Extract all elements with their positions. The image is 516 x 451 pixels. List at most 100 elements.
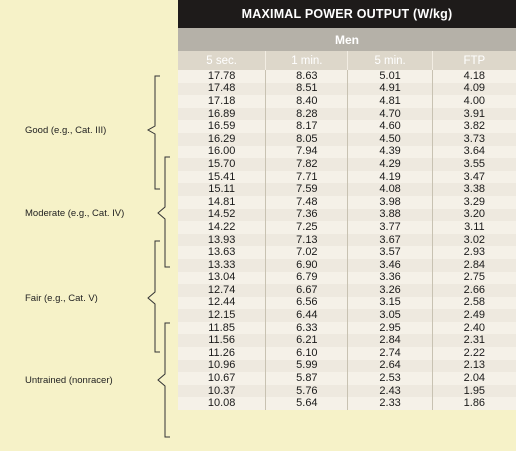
table-cell: 17.48	[178, 82, 267, 96]
table-row: 14.81 7.48 3.98 3.29	[178, 195, 516, 209]
table-row: 17.78 8.63 5.01 4.18	[178, 70, 516, 83]
table-cell: 17.78	[178, 70, 267, 83]
table-cell: 4.39	[348, 145, 433, 159]
table-cell: 5.87	[266, 372, 349, 385]
table-cell: 15.41	[178, 170, 267, 184]
table-cell: 12.74	[178, 284, 267, 297]
table-cell: 6.56	[266, 296, 349, 310]
table-cell: 3.98	[348, 195, 433, 209]
table-cell: 12.44	[178, 296, 267, 310]
table-cell: 3.47	[463, 170, 486, 183]
table-cell: 13.04	[178, 271, 267, 285]
table-cell: 4.00	[463, 94, 486, 107]
table-row: 16.89 8.28 4.70 3.91	[178, 107, 516, 121]
group-header: Men	[178, 28, 516, 51]
table-cell: 4.08	[348, 183, 433, 196]
table-cell: 10.37	[178, 384, 267, 398]
table-row: 16.59 8.17 4.60 3.82	[178, 120, 516, 133]
table-cell: 3.82	[463, 120, 486, 133]
table-cell: 2.58	[463, 296, 486, 309]
table-row: 15.70 7.82 4.29 3.55	[178, 158, 516, 171]
table-cell: 2.04	[463, 372, 486, 385]
table-cell: 4.09	[463, 82, 486, 95]
table-cell: 4.50	[348, 132, 433, 146]
table-row: 12.15 6.44 3.05 2.49	[178, 309, 516, 322]
table-cell: 8.28	[266, 107, 349, 121]
table-cell: 14.22	[178, 221, 267, 234]
table-cell: 2.13	[463, 359, 486, 372]
table-cell: 2.22	[463, 346, 486, 359]
table-row: 10.67 5.87 2.53 2.04	[178, 372, 516, 385]
column-header: 5 min.	[348, 51, 433, 70]
table-row: 15.11 7.59 4.08 3.38	[178, 183, 516, 196]
table-cell: 4.18	[463, 69, 486, 82]
table-cell: 8.40	[266, 95, 349, 108]
table-row: 10.37 5.76 2.43 1.95	[178, 384, 516, 398]
table-row: 16.29 8.05 4.50 3.73	[178, 132, 516, 146]
table-row: 14.52 7.36 3.88 3.20	[178, 208, 516, 222]
table-cell: 2.66	[463, 283, 486, 296]
table-cell: 3.26	[348, 284, 433, 297]
table-cell: 3.73	[463, 132, 486, 145]
table-cell: 2.53	[348, 372, 433, 385]
column-header: 1 min.	[266, 51, 349, 70]
table-cell: 17.18	[178, 95, 267, 108]
table-cell: 14.81	[178, 195, 267, 209]
table-cell: 6.33	[266, 321, 349, 335]
table-cell: 3.55	[463, 157, 486, 170]
table-row: 10.96 5.99 2.64 2.13	[178, 359, 516, 373]
table-cell: 7.59	[266, 183, 349, 196]
table-cell: 2.64	[348, 359, 433, 373]
table-cell: 2.40	[463, 321, 486, 334]
table-row: 14.22 7.25 3.77 3.11	[178, 221, 516, 234]
bracket-untrained	[157, 322, 170, 438]
table-cell: 11.26	[178, 347, 267, 360]
table-cell: 12.15	[178, 309, 267, 322]
table-cell: 5.01	[348, 70, 433, 83]
table-cell: 2.95	[348, 321, 433, 335]
table-cell: 4.70	[348, 107, 433, 121]
table-row: 12.74 6.67 3.26 2.66	[178, 284, 516, 297]
table-cell: 7.02	[266, 246, 349, 259]
table-row: 11.85 6.33 2.95 2.40	[178, 321, 516, 335]
category-label-moderate: Moderate (e.g., Cat. IV)	[25, 208, 125, 219]
table-cell: 3.11	[464, 220, 485, 233]
table-cell: 13.63	[178, 246, 267, 259]
table-row: 13.63 7.02 3.57 2.93	[178, 246, 516, 259]
table-cell: 3.02	[463, 233, 486, 246]
table-cell: 4.19	[348, 170, 433, 184]
bracket-good	[146, 75, 160, 190]
table-cell: 8.17	[266, 120, 349, 133]
table-cell: 2.84	[463, 258, 486, 271]
table-cell: 13.33	[178, 258, 267, 272]
table-row: 13.04 6.79 3.36 2.75	[178, 271, 516, 285]
table-cell: 7.25	[266, 221, 349, 234]
table-cell: 4.81	[348, 95, 433, 108]
table-cell: 2.93	[463, 246, 486, 259]
column-header: FTP	[463, 54, 486, 67]
bracket-moderate	[157, 156, 170, 268]
table-cell: 2.43	[348, 384, 433, 398]
table-cell: 2.33	[348, 397, 433, 411]
table-row: 11.56 6.21 2.84 2.31	[178, 334, 516, 348]
table-cell: 3.64	[463, 145, 486, 158]
table-cell: 6.67	[266, 284, 349, 297]
table-row: 13.93 7.13 3.67 3.02	[178, 233, 516, 247]
table-cell: 5.99	[266, 359, 349, 373]
table-cell: 1.95	[463, 384, 486, 397]
table-cell: 3.46	[348, 258, 433, 272]
table-cell: 1.86	[463, 397, 486, 410]
table-cell: 10.96	[178, 359, 267, 373]
bracket-fair	[147, 240, 160, 353]
table-body: 17.78 8.63 5.01 4.18 17.48 8.51 4.91 4.09 17.18 8…	[178, 70, 516, 411]
table-cell: 6.44	[266, 309, 349, 322]
table-cell: 3.57	[348, 246, 433, 259]
table-row: 17.18 8.40 4.81 4.00	[178, 95, 516, 108]
table-cell: 7.36	[266, 208, 349, 222]
table-cell: 7.82	[266, 158, 349, 171]
table-cell: 16.00	[178, 145, 267, 159]
table-cell: 6.10	[266, 347, 349, 360]
table-cell: 5.64	[266, 397, 349, 411]
column-header: 5 sec.	[178, 51, 267, 70]
table-cell: 2.49	[463, 309, 486, 322]
